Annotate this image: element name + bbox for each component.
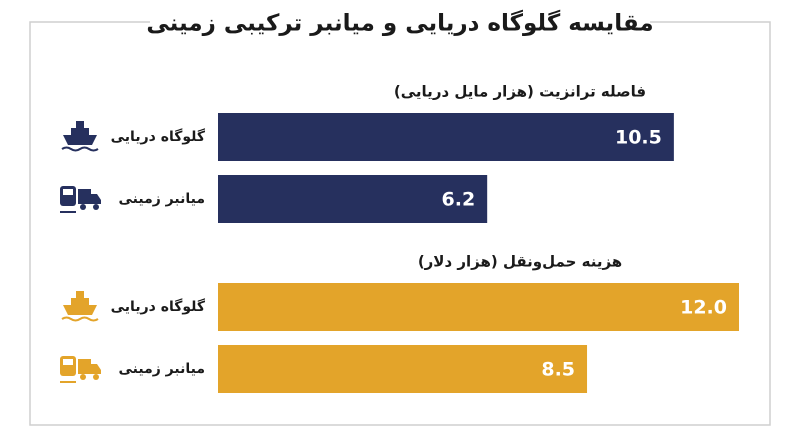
category-label: گلوگاه دریایی xyxy=(111,128,206,145)
category-label: گلوگاه دریایی xyxy=(111,298,206,315)
icon-part xyxy=(71,298,89,305)
icon-part xyxy=(63,189,73,195)
category-label: میانبر زمینی xyxy=(118,191,205,207)
ship-icon xyxy=(61,121,99,152)
icon-part xyxy=(80,204,86,210)
icon-part xyxy=(93,374,99,380)
icon-part xyxy=(61,146,99,152)
icon-part xyxy=(91,364,101,374)
icon-part xyxy=(63,135,97,145)
icon-part xyxy=(78,189,91,204)
title-backdrop xyxy=(150,8,650,38)
icon-part xyxy=(76,291,84,298)
bar xyxy=(218,283,739,331)
chart-subtitle: فاصله ترانزیت (هزار مایل دریایی) xyxy=(394,83,646,101)
chart-title: مقایسه گلوگاه دریایی و میانبر ترکیبی زمی… xyxy=(146,10,653,37)
icon-part xyxy=(63,305,97,315)
chart-subtitle: هزینه حمل‌ونقل (هزار دلار) xyxy=(418,253,622,271)
bar xyxy=(218,345,588,393)
bar xyxy=(218,175,488,223)
value-label: 8.5 xyxy=(541,359,575,381)
bar xyxy=(218,113,674,161)
icon-part xyxy=(76,121,84,128)
value-label: 10.5 xyxy=(615,127,662,149)
icon-part xyxy=(61,316,99,322)
icon-part xyxy=(91,194,101,204)
icon-part xyxy=(93,204,99,210)
icon-part xyxy=(71,128,89,135)
train-truck-icon xyxy=(60,356,101,383)
icon-part xyxy=(78,359,91,374)
value-label: 12.0 xyxy=(680,297,727,319)
category-label: میانبر زمینی xyxy=(118,361,205,377)
train-truck-icon xyxy=(60,186,101,213)
icon-part xyxy=(63,359,73,365)
icon-part xyxy=(80,374,86,380)
value-label: 6.2 xyxy=(442,189,476,211)
ship-icon xyxy=(61,291,99,322)
